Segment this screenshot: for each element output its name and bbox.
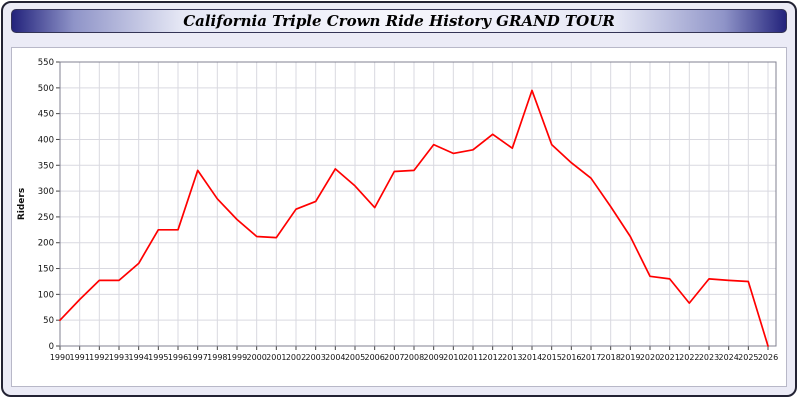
y-tick-label: 300 <box>38 187 54 197</box>
x-tick-label: 2016 <box>561 353 581 362</box>
x-tick-label: 2026 <box>758 353 778 362</box>
x-tick-label: 2021 <box>659 353 679 362</box>
y-axis-label: Riders <box>17 188 27 220</box>
plot-border <box>59 61 777 347</box>
x-tick-label: 2006 <box>364 353 384 362</box>
page-title: California Triple Crown Ride History GRA… <box>183 12 615 30</box>
x-tick-label: 2005 <box>345 353 365 362</box>
x-tick-label: 2022 <box>679 353 699 362</box>
x-tick-label: 2013 <box>502 353 522 362</box>
x-tick-label: 1998 <box>207 353 227 362</box>
x-tick-label: 2014 <box>522 353 542 362</box>
x-tick-label: 2003 <box>305 353 325 362</box>
x-tick-label: 2019 <box>620 353 640 362</box>
x-tick-label: 1996 <box>168 353 188 362</box>
y-tick-label: 150 <box>38 265 54 275</box>
y-tick-label: 500 <box>38 84 54 94</box>
y-tick-label: 200 <box>38 239 54 249</box>
x-tick-label: 2011 <box>463 353 483 362</box>
riders-series-line <box>59 89 769 347</box>
y-tick-label: 100 <box>38 290 54 300</box>
x-tick-label: 2017 <box>581 353 601 362</box>
x-tick-label: 2018 <box>600 353 620 362</box>
title-bar: California Triple Crown Ride History GRA… <box>11 9 787 33</box>
x-tick-label: 2025 <box>738 353 758 362</box>
y-tick-label: 50 <box>43 316 54 326</box>
y-tick-label: 350 <box>38 161 54 171</box>
y-tick-label: 0 <box>49 342 54 352</box>
y-tick-label: 400 <box>38 135 54 145</box>
x-tick-label: 2020 <box>640 353 660 362</box>
x-tick-label: 2004 <box>325 353 345 362</box>
y-tick-label: 550 <box>38 58 54 68</box>
x-tick-label: 1999 <box>227 353 247 362</box>
x-tick-label: 1995 <box>148 353 168 362</box>
x-tick-label: 2008 <box>404 353 424 362</box>
x-tick-label: 2000 <box>246 353 266 362</box>
x-tick-label: 2010 <box>443 353 463 362</box>
x-tick-label: 1993 <box>109 353 129 362</box>
x-tick-label: 1991 <box>69 353 89 362</box>
x-tick-label: 1990 <box>50 353 70 362</box>
x-tick-label: 2009 <box>423 353 443 362</box>
x-tick-label: 1994 <box>128 353 148 362</box>
x-tick-label: 1992 <box>89 353 109 362</box>
x-tick-label: 2015 <box>541 353 561 362</box>
x-tick-label: 2024 <box>718 353 738 362</box>
chart-panel: 0 50 100 150 200 250 300 350 400 450 500 550 1990 199… <box>11 47 787 387</box>
x-tick-label: 2023 <box>699 353 719 362</box>
plot-area <box>60 62 776 346</box>
y-tick-label: 250 <box>38 213 54 223</box>
x-tick-label: 2001 <box>266 353 286 362</box>
x-tick-label: 2012 <box>482 353 502 362</box>
x-tick-label: 2002 <box>286 353 306 362</box>
x-tick-label: 2007 <box>384 353 404 362</box>
x-tick-label: 1997 <box>187 353 207 362</box>
y-tick-label: 450 <box>38 110 54 120</box>
